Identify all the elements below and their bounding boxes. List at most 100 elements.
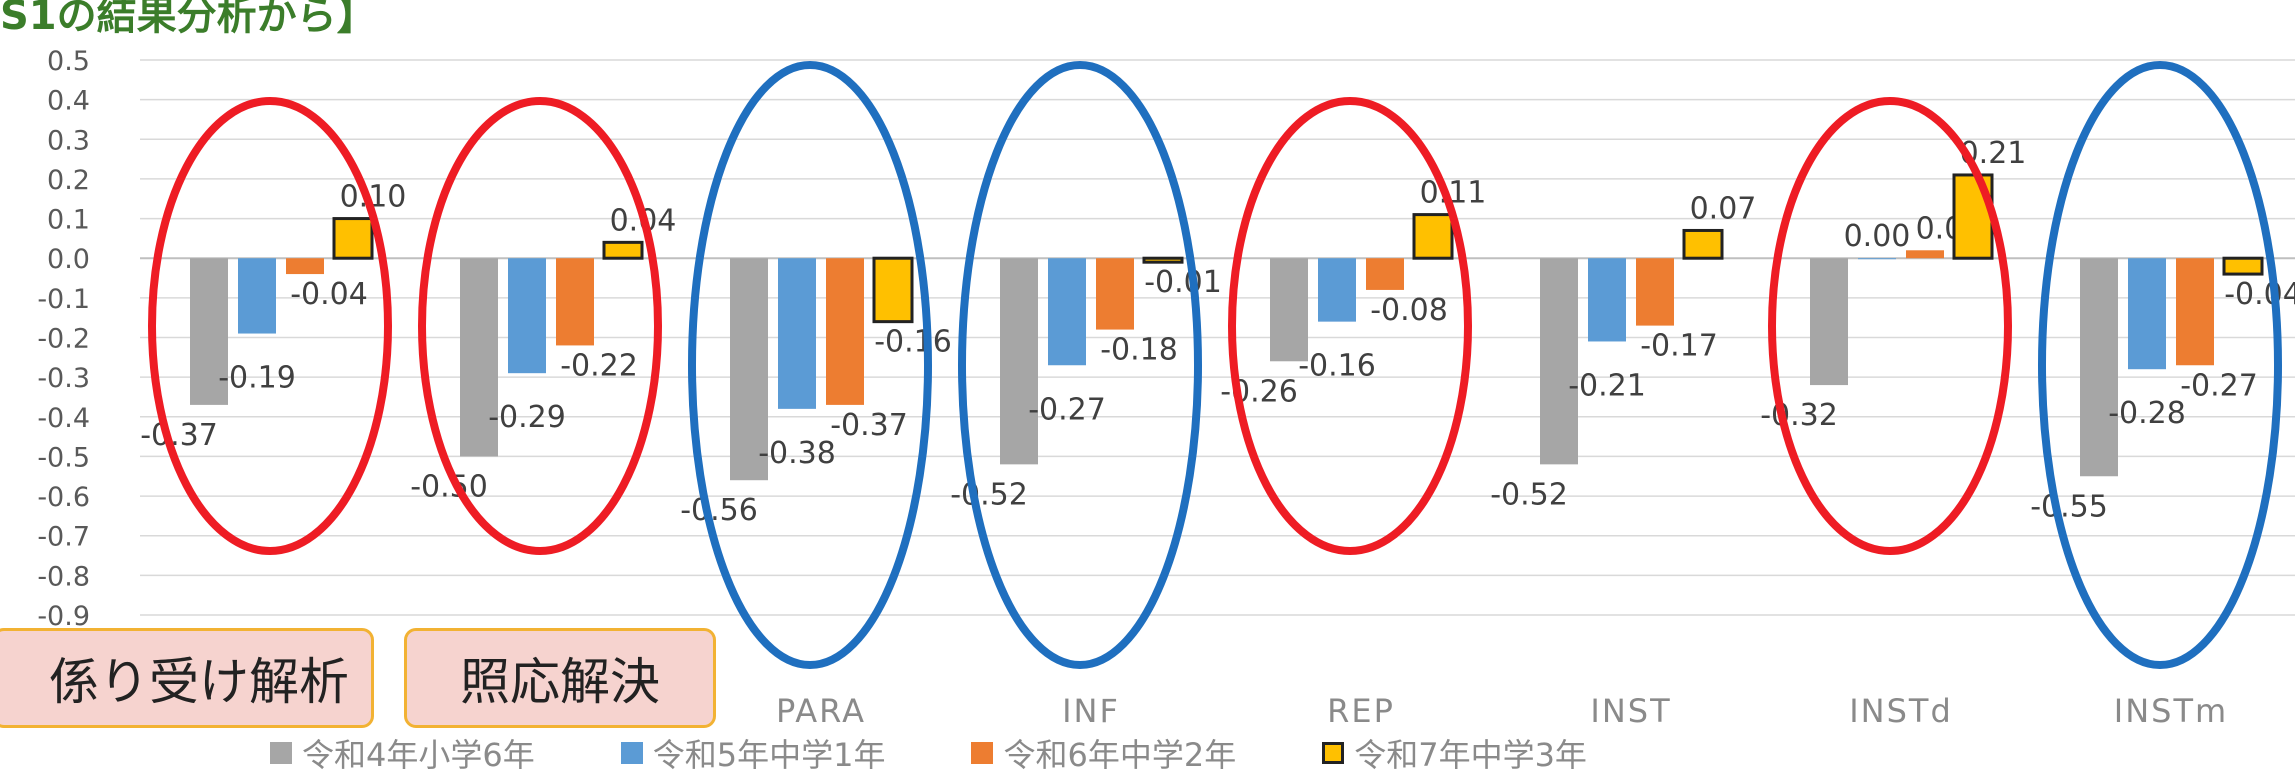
y-tick-label: -0.5	[37, 442, 90, 473]
bar-series-1	[1000, 258, 1038, 465]
blue-highlight-ellipse	[688, 61, 932, 669]
bar-series-1	[1810, 258, 1848, 386]
bar-series-3	[1096, 258, 1134, 330]
x-category-label: INSTm	[2114, 692, 2228, 730]
red-highlight-ellipse	[1768, 97, 2012, 555]
callout-anaphora-resolution: 照応解決	[404, 628, 716, 728]
data-label: -0.22	[560, 348, 638, 383]
callout-dependency-parsing: 係り受け解析	[0, 628, 374, 728]
bar-series-4	[1952, 173, 1994, 260]
data-label: -0.56	[680, 493, 758, 528]
bar-series-3	[1636, 258, 1674, 326]
y-tick-label: 0.3	[47, 125, 90, 156]
y-tick-label: -0.3	[37, 363, 90, 394]
data-label: -0.01	[1144, 265, 1222, 300]
blue-highlight-ellipse	[2038, 61, 2282, 669]
bar-series-1	[460, 258, 498, 457]
data-label: -0.16	[874, 325, 952, 360]
y-tick-label: -0.8	[37, 561, 90, 592]
bar-series-4	[2222, 256, 2264, 276]
data-label: -0.18	[1100, 333, 1178, 368]
x-category-label: INST	[1590, 692, 1671, 730]
bar-series-3	[286, 258, 324, 275]
x-category-label: INF	[1062, 692, 1120, 730]
bar-series-2	[1858, 258, 1896, 260]
red-highlight-ellipse	[148, 97, 392, 555]
bar-series-3	[556, 258, 594, 346]
data-label: -0.52	[950, 477, 1028, 512]
data-label: -0.37	[140, 418, 218, 453]
legend-label-series-4: 令和7年中学3年	[1354, 736, 1587, 773]
data-label: -0.16	[1298, 349, 1376, 384]
bar-series-2	[1048, 258, 1086, 366]
y-tick-label: 0.2	[47, 165, 90, 196]
bar-series-1	[190, 258, 228, 405]
data-label: -0.27	[1028, 392, 1106, 427]
bar-series-1	[1540, 258, 1578, 465]
bar-series-4	[1412, 213, 1454, 260]
bar-series-4	[1142, 256, 1184, 264]
bar-series-2	[508, 258, 546, 374]
bar-series-4	[602, 240, 644, 260]
data-label: -0.04	[290, 277, 368, 312]
x-category-label: PARA	[776, 692, 866, 730]
data-label: -0.38	[758, 436, 836, 471]
data-label: -0.21	[1568, 368, 1646, 403]
y-tick-label: -0.9	[37, 601, 90, 632]
bar-series-2	[1588, 258, 1626, 342]
legend-item-series-2: 令和5年中学1年	[620, 730, 885, 773]
bar-series-2	[238, 258, 276, 334]
data-label: -0.08	[1370, 293, 1448, 328]
y-tick-label: 0.0	[47, 244, 90, 275]
bar-series-1	[1270, 258, 1308, 362]
bar-series-3	[1906, 250, 1944, 259]
legend-swatch-series-4	[1322, 742, 1345, 764]
legend-swatch-series-1	[270, 742, 292, 764]
legend: 令和4年小学6年 令和5年中学1年 令和6年中学2年 令和7年中学3年	[270, 733, 1587, 773]
data-label: -0.27	[2180, 368, 2258, 403]
legend-item-series-4: 令和7年中学3年	[1322, 730, 1587, 773]
bar-series-3	[1366, 258, 1404, 290]
legend-item-series-1: 令和4年小学6年	[270, 730, 535, 773]
blue-highlight-ellipse	[958, 61, 1202, 669]
data-label: -0.19	[218, 361, 296, 396]
bar-series-2	[778, 258, 816, 409]
y-tick-label: -0.2	[37, 324, 90, 355]
bar-series-2	[2128, 258, 2166, 370]
bar-series-2	[1318, 258, 1356, 322]
data-label: -0.17	[1640, 329, 1718, 364]
bar-series-4	[1682, 228, 1724, 260]
y-tick-label: -0.4	[37, 403, 90, 434]
data-label: 0.00	[1844, 219, 1911, 254]
y-tick-label: -0.6	[37, 482, 90, 513]
data-label: 0.07	[1690, 191, 1757, 226]
legend-swatch-series-2	[620, 742, 643, 764]
data-label: -0.32	[1760, 398, 1838, 433]
bar-series-1	[2080, 258, 2118, 477]
data-label: -0.55	[2030, 489, 2108, 524]
y-tick-label: 0.4	[47, 86, 90, 117]
data-label: -0.52	[1490, 477, 1568, 512]
x-category-label: INSTd	[1849, 692, 1953, 730]
y-tick-label: -0.1	[37, 284, 90, 315]
red-highlight-ellipse	[418, 97, 662, 555]
data-label: -0.04	[2224, 277, 2295, 312]
data-label: -0.37	[830, 408, 908, 443]
bar-series-3	[2176, 258, 2214, 366]
bar-series-3	[826, 258, 864, 405]
data-label: -0.29	[488, 400, 566, 435]
x-category-label: REP	[1327, 692, 1395, 730]
chart-title: S1の結果分析から】	[0, 0, 377, 39]
y-tick-label: 0.1	[47, 205, 90, 236]
y-tick-label: 0.5	[47, 46, 90, 77]
bar-series-4	[332, 217, 374, 260]
legend-item-series-3: 令和6年中学2年	[971, 730, 1236, 773]
bar-series-1	[730, 258, 768, 481]
y-tick-label: -0.7	[37, 522, 90, 553]
legend-swatch-series-3	[971, 742, 994, 764]
red-highlight-ellipse	[1228, 97, 1472, 555]
bar-series-4	[872, 256, 914, 324]
legend-label-series-1: 令和4年小学6年	[302, 736, 535, 773]
